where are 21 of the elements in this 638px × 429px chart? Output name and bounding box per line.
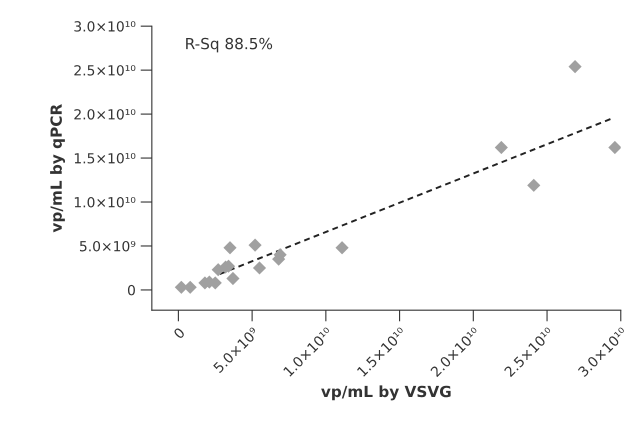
point <box>608 140 621 154</box>
point <box>248 238 262 252</box>
point <box>184 280 197 294</box>
y-tick-label: 1.0×10¹⁰ <box>74 196 136 208</box>
point <box>494 140 508 154</box>
point <box>223 241 237 254</box>
point <box>226 272 240 286</box>
point <box>568 60 582 74</box>
y-tick-label: 5.0×10⁹ <box>80 240 136 252</box>
point <box>335 241 349 254</box>
point <box>527 178 540 192</box>
y-tick-label: 0 <box>128 284 135 296</box>
y-tick-label: 3.0×10¹⁰ <box>74 21 136 32</box>
annotation: R-Sq 88.5% <box>186 38 272 52</box>
x-axis-title: vp/mL by VSVG <box>321 385 451 400</box>
y-tick-label: 2.5×10¹⁰ <box>74 65 136 76</box>
y-tick-label: 2.0×10¹⁰ <box>74 109 136 120</box>
y-axis-title: vp/mL by qPCR <box>50 104 65 232</box>
point <box>252 261 266 275</box>
x-tick-label: 0 <box>172 326 186 340</box>
y-tick-label: 1.5×10¹⁰ <box>74 153 136 164</box>
